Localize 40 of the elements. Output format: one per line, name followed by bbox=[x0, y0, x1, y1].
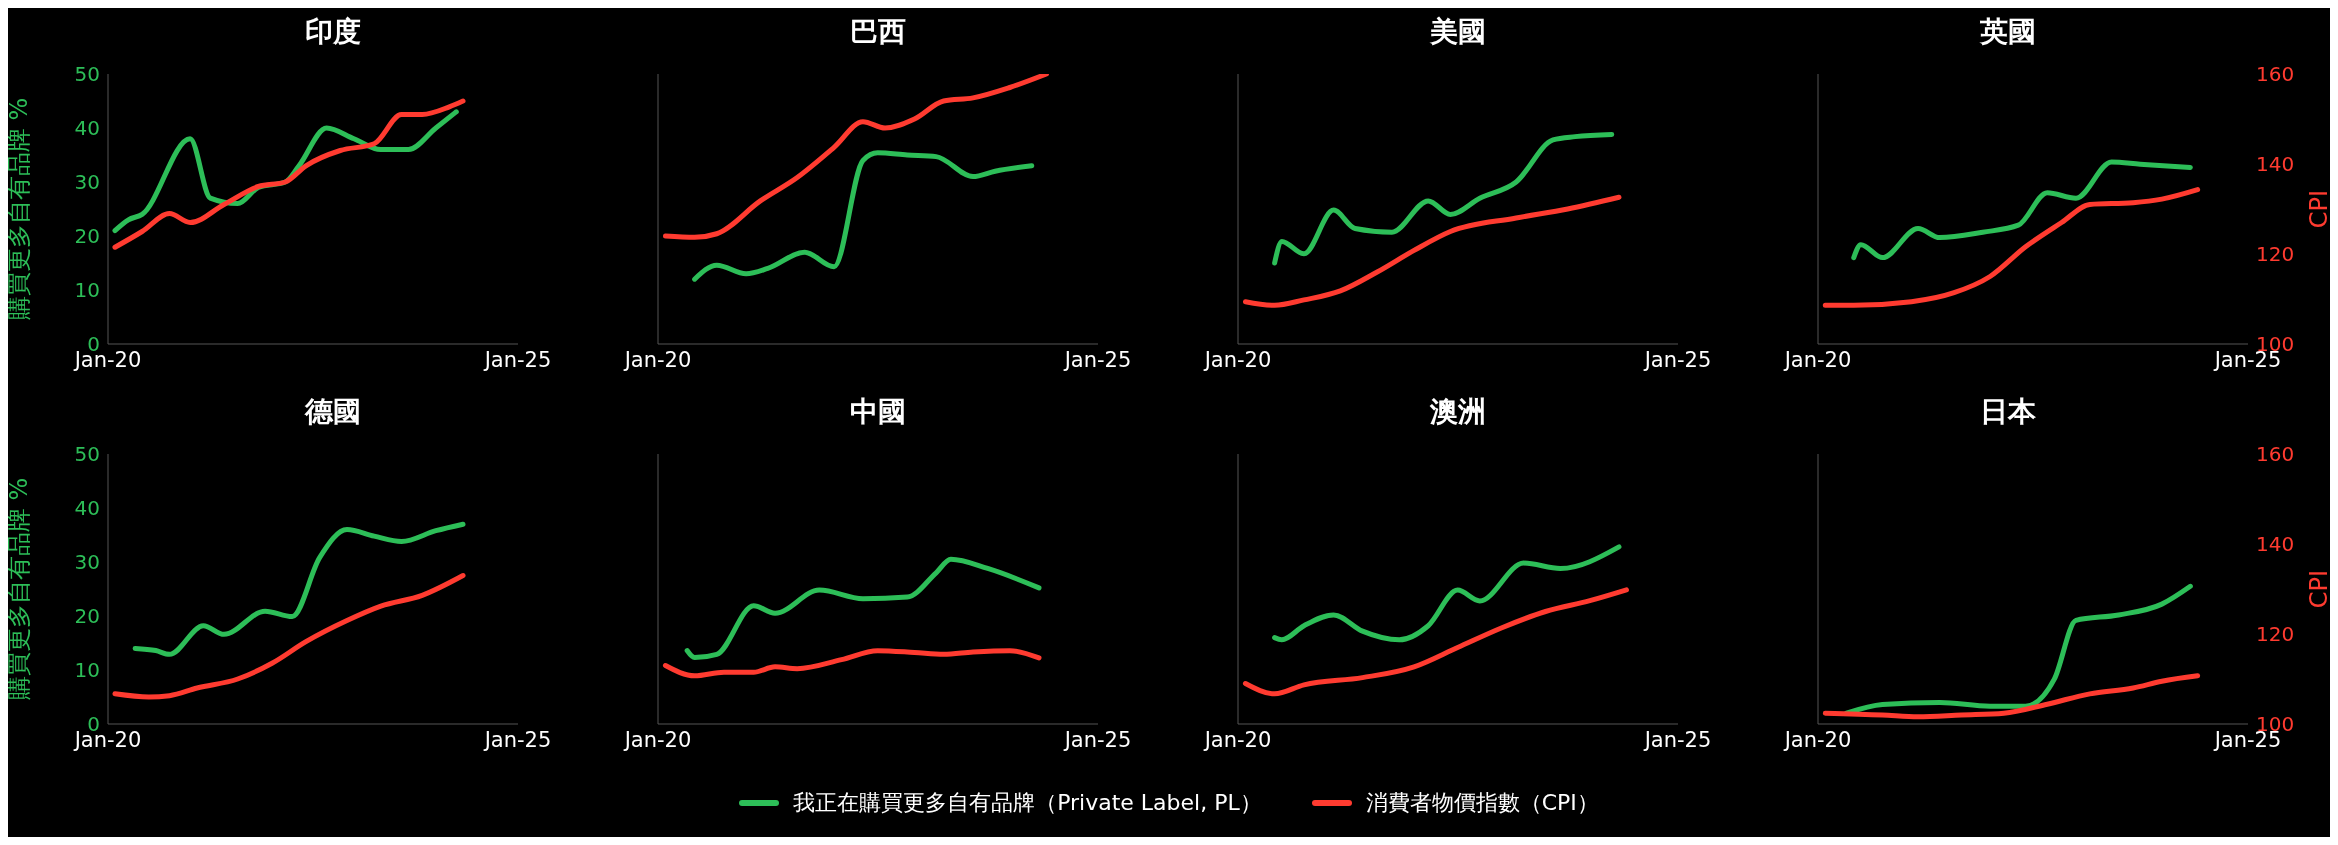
y-tick-label: 10 bbox=[74, 278, 100, 303]
chart-title: 美國 bbox=[1429, 14, 1487, 50]
y2-axis-title: CPI bbox=[2304, 569, 2333, 609]
y-tick-label: 40 bbox=[74, 496, 100, 521]
y-tick-label: 40 bbox=[74, 116, 100, 141]
y-tick-label: 50 bbox=[74, 442, 100, 467]
x-tick-label: Jan-20 bbox=[1202, 727, 1272, 752]
chart-title: 印度 bbox=[304, 14, 362, 50]
y2-tick-label: 160 bbox=[2256, 62, 2295, 87]
x-tick-label: Jan-20 bbox=[1782, 347, 1852, 372]
y2-axis-title: CPI bbox=[2304, 189, 2333, 229]
y-tick-label: 50 bbox=[74, 62, 100, 87]
chart-title: 日本 bbox=[1979, 394, 2037, 430]
y2-tick-label: 120 bbox=[2256, 622, 2295, 647]
x-tick-label: Jan-20 bbox=[1202, 347, 1272, 372]
y-tick-label: 30 bbox=[74, 550, 100, 575]
y2-tick-label: 120 bbox=[2256, 242, 2295, 267]
x-tick-label: Jan-20 bbox=[1782, 727, 1852, 752]
x-tick-label: Jan-25 bbox=[1062, 347, 1132, 372]
y-tick-label: 30 bbox=[74, 170, 100, 195]
y-tick-label: 20 bbox=[74, 604, 100, 629]
x-tick-label: Jan-20 bbox=[622, 727, 692, 752]
y-tick-label: 10 bbox=[74, 658, 100, 683]
chart-title: 澳洲 bbox=[1429, 394, 1487, 430]
x-tick-label: Jan-25 bbox=[1062, 727, 1132, 752]
legend-label: 消費者物價指數（CPI） bbox=[1365, 789, 1599, 817]
x-tick-label: Jan-20 bbox=[622, 347, 692, 372]
chart-title: 中國 bbox=[849, 394, 907, 430]
y2-tick-label: 140 bbox=[2256, 152, 2295, 177]
chart-title: 英國 bbox=[1979, 14, 2037, 50]
x-tick-label: Jan-25 bbox=[482, 727, 552, 752]
y2-tick-label: 140 bbox=[2256, 532, 2295, 557]
chart-title: 德國 bbox=[303, 394, 362, 430]
y2-tick-label: 160 bbox=[2256, 442, 2295, 467]
x-tick-label: Jan-25 bbox=[1642, 347, 1712, 372]
chart-title: 巴西 bbox=[849, 14, 907, 50]
x-tick-label: Jan-25 bbox=[1642, 727, 1712, 752]
legend-label: 我正在購買更多自有品牌（Private Label, PL） bbox=[793, 789, 1262, 817]
x-tick-label: Jan-25 bbox=[482, 347, 552, 372]
y-tick-label: 20 bbox=[74, 224, 100, 249]
